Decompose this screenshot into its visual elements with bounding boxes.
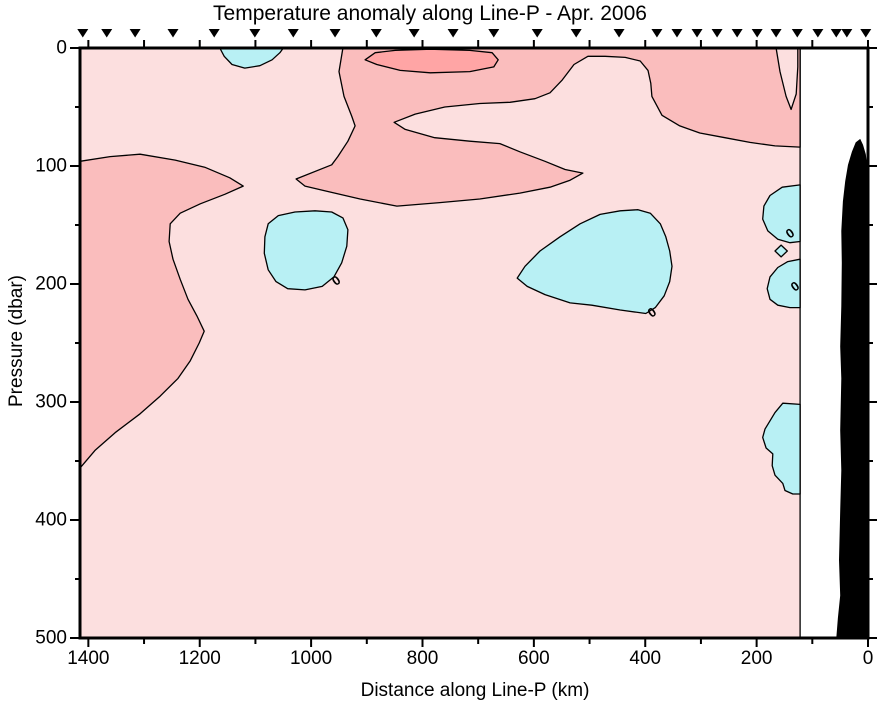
station-marker-icon	[570, 29, 582, 38]
region-left-warm	[79, 153, 244, 469]
coastal-bathymetry	[836, 138, 868, 638]
station-marker-icon	[791, 29, 803, 38]
y-tick-label: 200	[35, 274, 67, 295]
station-marker-icon	[447, 29, 459, 38]
region-cool-top	[219, 47, 284, 69]
region-cool-east-upper	[762, 184, 801, 244]
y-tick-label: 100	[35, 156, 67, 177]
station-marker-icon	[101, 29, 113, 38]
region-cool-east-lower	[766, 258, 801, 309]
x-tick-label: 200	[741, 648, 773, 669]
x-axis-label: Distance along Line-P (km)	[360, 680, 590, 701]
station-marker-icon	[691, 29, 703, 38]
station-marker-icon	[841, 29, 853, 38]
plot-title: Temperature anomaly along Line-P - Apr. …	[213, 2, 647, 25]
station-marker-icon	[830, 29, 842, 38]
station-marker-icon	[208, 29, 220, 38]
y-tick-label: 0	[56, 38, 67, 59]
station-marker-icon	[77, 29, 89, 38]
station-marker-icon	[488, 29, 500, 38]
x-tick-label: 0	[863, 648, 874, 669]
y-axis-label: Pressure (dbar)	[6, 275, 27, 407]
y-tick-label: 400	[35, 510, 67, 531]
region-cool-west	[263, 210, 349, 291]
station-marker-icon	[531, 29, 543, 38]
region-central-warm	[295, 47, 801, 207]
region-top-right-notch	[775, 47, 799, 111]
station-marker-icon	[167, 29, 179, 38]
station-marker-icon	[860, 29, 872, 38]
station-marker-icon	[408, 29, 420, 38]
station-marker-icon	[711, 29, 723, 38]
region-cool-east-dot	[774, 244, 788, 258]
station-marker-icon	[287, 29, 299, 38]
station-marker-icon	[770, 29, 782, 38]
y-tick-label: 500	[35, 628, 67, 649]
x-tick-label: 1200	[179, 648, 221, 669]
x-tick-label: 1000	[290, 648, 332, 669]
station-marker-icon	[751, 29, 763, 38]
station-marker-icon	[129, 29, 141, 38]
x-tick-label: 1400	[67, 648, 109, 669]
x-tick-label: 400	[629, 648, 661, 669]
x-tick-label: 600	[518, 648, 550, 669]
region-warm-core	[364, 48, 499, 74]
region-cool-east-deep	[762, 402, 801, 495]
station-marker-icon	[370, 29, 382, 38]
station-marker-icon	[671, 29, 683, 38]
station-marker-icon	[249, 29, 261, 38]
y-tick-label: 300	[35, 392, 67, 413]
x-tick-label: 800	[407, 648, 439, 669]
region-cool-central	[516, 209, 673, 315]
station-marker-icon	[731, 29, 743, 38]
station-marker-icon	[613, 29, 625, 38]
station-marker-icon	[329, 29, 341, 38]
station-marker-icon	[812, 29, 824, 38]
station-marker-icon	[651, 29, 663, 38]
